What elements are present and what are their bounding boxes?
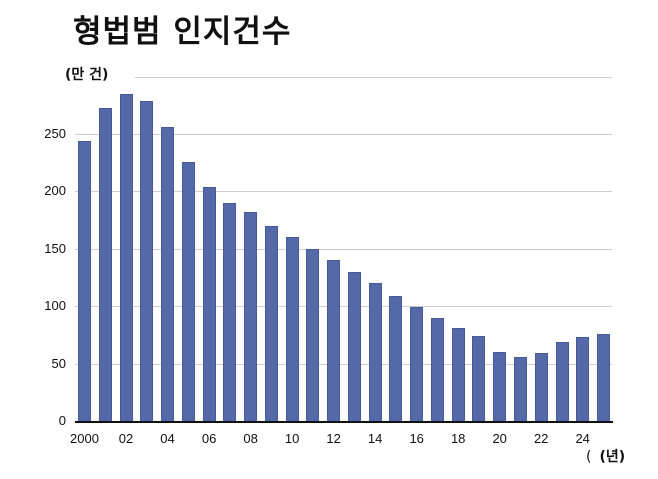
x-tick-label: 2000: [70, 431, 99, 446]
bar-2013: [347, 271, 361, 421]
y-tick-label: 50: [51, 356, 66, 371]
x-tick-label: 16: [409, 431, 424, 446]
bar-2023: [555, 341, 569, 421]
bar-2005: [181, 161, 195, 421]
bar-2019: [472, 336, 486, 421]
bar-2010: [285, 237, 299, 421]
bar-2011: [306, 248, 320, 421]
bar-2006: [202, 186, 216, 421]
gridline: [75, 191, 612, 192]
gridline: [75, 249, 612, 250]
x-tick-label: 10: [284, 431, 300, 446]
x-tick-label: 08: [243, 431, 258, 446]
bar-2007: [223, 202, 237, 421]
bar-2014: [368, 283, 382, 421]
bar-2025: [597, 333, 610, 421]
x-tick-label: 14: [367, 431, 383, 446]
gridline: [75, 306, 612, 307]
bar-2002: [119, 93, 133, 421]
bar-2004: [161, 127, 174, 421]
x-axis-line: [75, 421, 613, 423]
x-tick-label: 06: [201, 431, 217, 446]
bar-2009: [264, 225, 278, 421]
bar-2008: [244, 212, 258, 421]
x-tick-label: 22: [533, 431, 549, 446]
x-axis-unit-label: ( (년): [586, 446, 625, 466]
gridline: [75, 364, 612, 365]
y-axis-unit-label: (만 건): [65, 67, 109, 83]
bar-2003: [140, 100, 154, 421]
bar-2018: [451, 328, 465, 421]
bar-2017: [430, 317, 444, 421]
bar-2016: [410, 307, 424, 421]
bar-2022: [534, 353, 548, 421]
y-tick-label: 0: [58, 413, 66, 428]
x-axis-unit-stray-paren: (: [586, 449, 592, 465]
gridline: [75, 134, 612, 135]
bar-2012: [327, 260, 341, 421]
bar-2024: [576, 337, 590, 421]
x-tick-label: 04: [160, 431, 175, 446]
x-tick-label: 24: [575, 431, 590, 446]
bar-2015: [389, 295, 403, 421]
gridline: [135, 77, 612, 78]
bar-2000: [78, 140, 91, 421]
bar-2001: [98, 107, 112, 421]
y-tick-label: 150: [44, 241, 66, 256]
x-tick-label: 02: [118, 431, 134, 446]
bar-2021: [514, 356, 527, 421]
x-tick-label: 12: [326, 431, 341, 446]
y-tick-label: 250: [44, 126, 66, 141]
y-tick-label: 100: [44, 298, 66, 313]
y-tick-label: 200: [44, 183, 66, 198]
x-tick-label: 20: [492, 431, 507, 446]
x-axis-unit-text: (년): [599, 449, 626, 465]
bar-2020: [493, 352, 507, 421]
chart-title: 형법범 인지건수: [73, 14, 292, 50]
x-tick-label: 18: [450, 431, 466, 446]
